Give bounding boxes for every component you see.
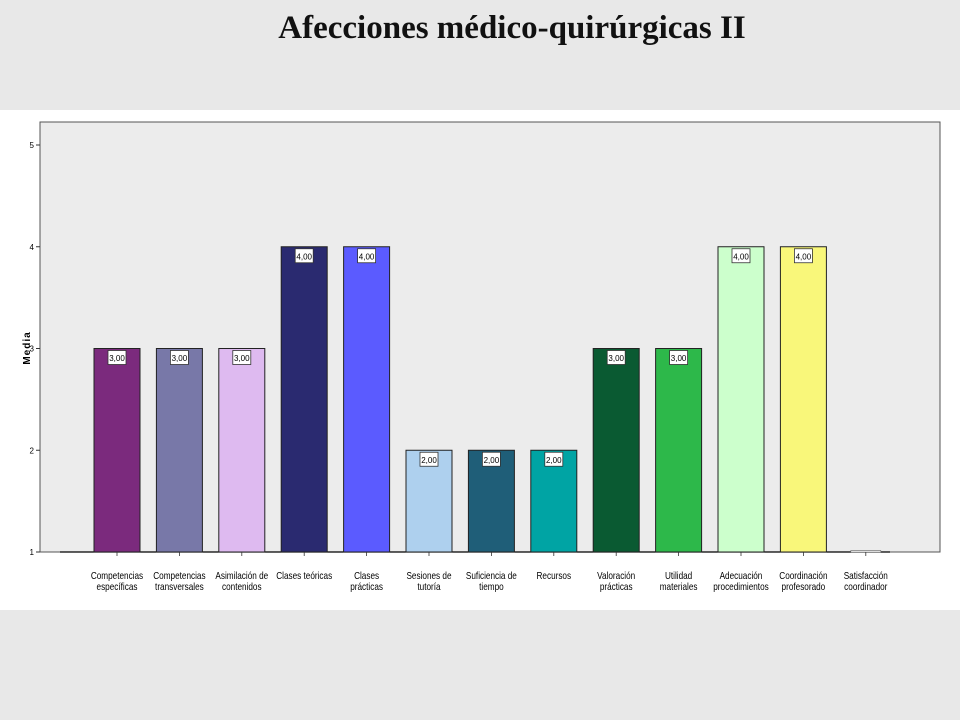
data-label-box [107,350,127,365]
bar [717,246,765,553]
x-tick-label: Satisfacción [844,570,888,581]
chart-panel: 1 2 3 4 5 Media 3,00 3,00 3,00 4,00 4,00 2,00 2,00… [0,110,960,610]
x-tick-label: Competencias [91,570,144,581]
y-tick-label: 2 [30,446,35,455]
data-label-box [357,248,377,264]
x-tick-label: Recursos [537,570,572,581]
x-tick-label: Valoración [597,570,635,581]
bar [655,348,703,553]
x-tick-label: prácticas [600,581,633,592]
data-label: 3,00 [172,354,188,363]
bar [467,449,515,553]
bar [280,246,328,553]
x-tick-label: procedimientos [713,581,769,592]
data-label: 4,00 [796,252,812,261]
data-label: 3,00 [234,354,250,363]
data-label: 2,00 [546,456,562,465]
data-label-box [169,350,189,365]
data-label: 3,00 [109,354,125,363]
bar [218,348,266,553]
x-tick-label: Utilidad [665,570,692,581]
y-tick-label: 5 [30,141,35,150]
x-tick-label: materiales [660,581,698,592]
x-tick-label: profesorado [782,581,826,592]
x-tick-label: específicas [97,581,138,592]
x-tick-label: Suficiencia de [466,570,517,581]
bar [93,348,141,553]
data-label-box [544,451,564,467]
x-tick-label: Clases teóricas [276,570,332,581]
data-label: 2,00 [421,456,437,465]
bar [779,246,827,553]
x-tick-label: Asimilación de [215,570,268,581]
bar [155,348,203,553]
x-tick-label: Clases [354,570,379,581]
data-label-box [294,248,314,264]
x-tick-label: prácticas [350,581,383,592]
bar [530,449,578,553]
x-tick-label: Sesiones de [406,570,451,581]
data-label-box [731,248,751,264]
data-label-box [232,350,252,365]
bar [592,348,640,553]
data-label-box [481,451,501,467]
data-label: 4,00 [733,252,749,261]
x-tick-label: Adecuación [720,570,763,581]
data-label-box [419,451,439,467]
bar [405,449,453,553]
bar [343,246,391,553]
x-tick-label: transversales [155,581,204,592]
x-tick-label: tutoría [417,581,441,592]
x-tick-label: coordinador [844,581,887,592]
x-tick-label: Competencias [153,570,206,581]
data-label: 2,00 [484,456,500,465]
bar-chart: 1 2 3 4 5 Media 3,00 3,00 3,00 4,00 4,00 2,00 2,00… [22,121,941,592]
data-label: 4,00 [296,252,312,261]
data-label-box [669,350,688,365]
data-label: 4,00 [359,252,375,261]
y-tick-label: 4 [30,243,35,252]
y-tick-label: 3 [30,345,35,354]
y-tick-label: 1 [30,548,35,557]
data-label: 3,00 [671,354,687,363]
x-tick-label: contenidos [222,581,262,592]
data-label-box [794,248,813,264]
x-tick-label: Coordinación [779,570,827,581]
x-tick-label: tiempo [479,581,504,592]
data-label-box [606,350,626,365]
page-title: Afecciones médico-quirúrgicas II [278,10,746,46]
y-axis-label: Media [22,331,33,364]
data-label: 3,00 [608,354,624,363]
